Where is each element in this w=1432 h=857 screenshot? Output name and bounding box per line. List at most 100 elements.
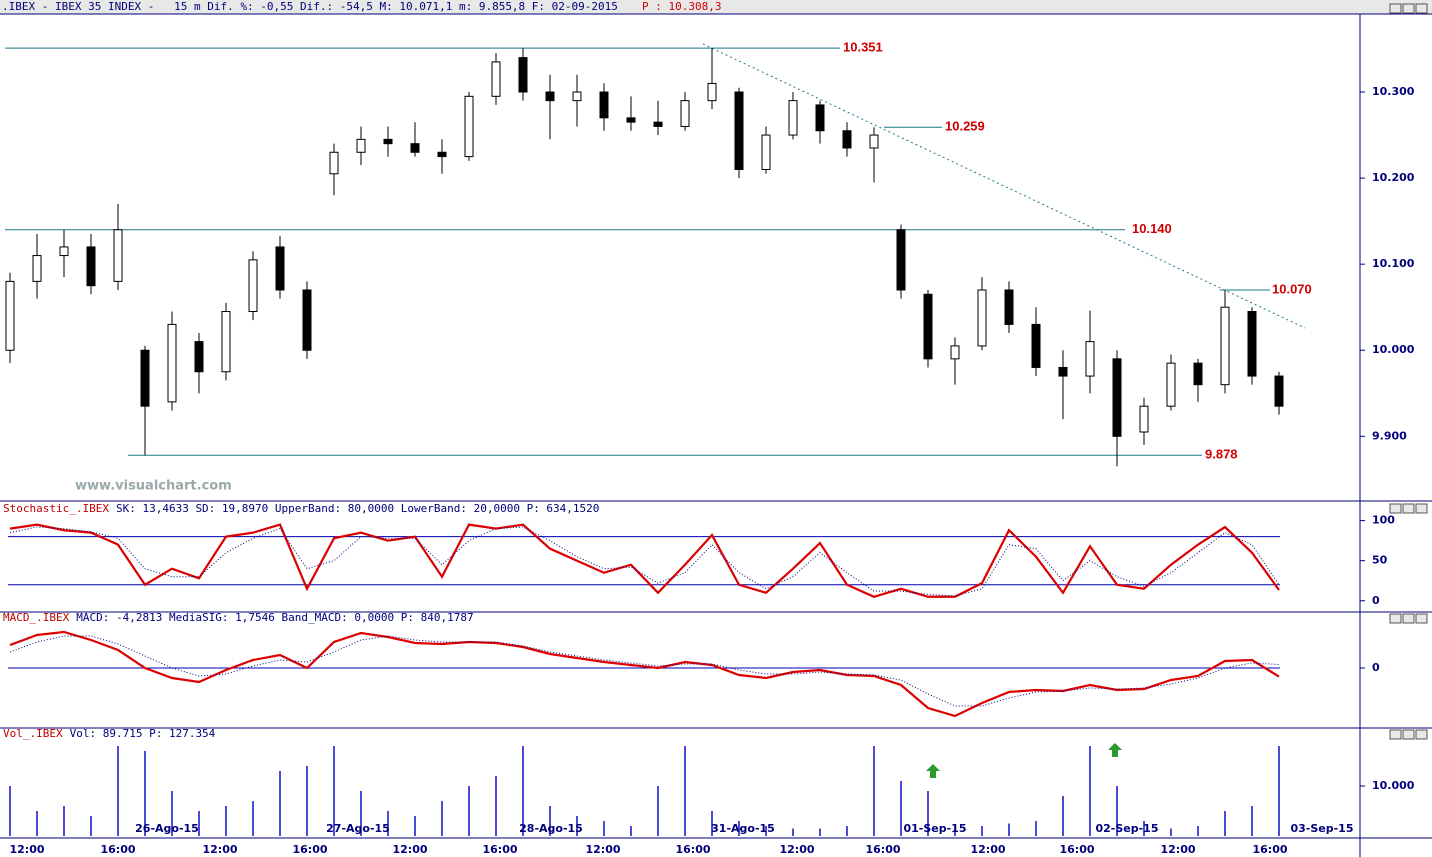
volume-bar [1251, 806, 1253, 836]
x-date-label: 26-Ago-15 [135, 822, 199, 835]
x-date-label: 02-Sep-15 [1095, 822, 1158, 835]
volume-bar [1143, 821, 1145, 836]
y-tick-label: 10.000 [1372, 779, 1415, 792]
candle-body [1247, 311, 1257, 377]
y-tick-label: 10.000 [1372, 343, 1415, 356]
series-line [9, 630, 1280, 718]
frame [0, 13, 1432, 857]
candle-body [518, 57, 528, 93]
volume-bar [792, 828, 794, 836]
volume-bar [1062, 796, 1064, 836]
header-bar [0, 0, 1432, 14]
candle-body [464, 95, 474, 158]
y-tick-label: 10.200 [1372, 171, 1415, 184]
level-label: 10.140 [1132, 221, 1172, 236]
series-line [9, 523, 1280, 598]
volume-bar [1197, 826, 1199, 836]
volume-bar [873, 746, 875, 836]
volume-bar [333, 746, 335, 836]
panel-legend: MACD: -4,2813 MediaSIG: 1,7546 Band_MACD… [76, 611, 473, 624]
y-tick-label: 0 [1372, 661, 1380, 674]
volume-bar [630, 826, 632, 836]
candle-body [1112, 358, 1122, 437]
candle-body [248, 259, 258, 313]
level-label: 10.070 [1272, 281, 1312, 296]
candle-body [923, 293, 933, 360]
x-time-label: 16:00 [1252, 843, 1287, 856]
candle-body [437, 151, 447, 158]
volume-bar [1116, 786, 1118, 836]
candle-body [545, 91, 555, 102]
x-time-label: 12:00 [202, 843, 237, 856]
candle-body [59, 246, 69, 257]
candle-body [626, 117, 636, 123]
volume-bar [441, 801, 443, 836]
trend-line [702, 43, 1306, 329]
x-date-label: 03-Sep-15 [1290, 822, 1353, 835]
candle-body [653, 121, 663, 127]
panel-legend: SK: 13,4633 SD: 19,8970 UpperBand: 80,00… [116, 502, 599, 515]
candle-body [1004, 289, 1014, 325]
candle-body [950, 345, 960, 360]
volume-bar [576, 816, 578, 836]
volume-bar [738, 821, 740, 836]
candle-body [356, 138, 366, 153]
volume-bar [684, 746, 686, 836]
candle-body [329, 151, 339, 175]
candle-body [842, 130, 852, 149]
level-label: 9.878 [1205, 447, 1238, 462]
volume-bar [252, 801, 254, 836]
candle-body [1274, 375, 1284, 407]
volume-bar [603, 821, 605, 836]
volume-bar [117, 746, 119, 836]
candle-body [815, 104, 825, 132]
header-title: .IBEX - IBEX 35 INDEX - 15 m Dif. %: -0,… [2, 0, 618, 13]
candle-body [1166, 362, 1176, 407]
volume-bar [225, 806, 227, 836]
candle-body [194, 341, 204, 373]
y-tick-label: 50 [1372, 554, 1388, 567]
volume-bar [765, 826, 767, 836]
volume-bar [900, 781, 902, 836]
volume-bar [657, 786, 659, 836]
x-time-label: 16:00 [675, 843, 710, 856]
volume-bar [1224, 811, 1226, 836]
candle-body [5, 280, 15, 351]
x-time-label: 16:00 [482, 843, 517, 856]
candle-body [734, 91, 744, 170]
volume-bar [279, 771, 281, 836]
candle-body [1193, 362, 1203, 386]
x-time-label: 12:00 [392, 843, 427, 856]
y-tick-label: 10.100 [1372, 257, 1415, 270]
candle-body [1085, 341, 1095, 377]
signal-arrows [926, 743, 1122, 778]
y-tick-label: 0 [1372, 594, 1380, 607]
candle-body [599, 91, 609, 119]
volume-bar [144, 751, 146, 836]
window-buttons[interactable] [1389, 3, 1428, 740]
candle-body [1139, 405, 1149, 433]
volume-bar [198, 811, 200, 836]
volume-bar [954, 826, 956, 836]
x-time-label: 12:00 [585, 843, 620, 856]
candle-body [788, 100, 798, 136]
x-date-label: 31-Ago-15 [711, 822, 775, 835]
level-label: 10.259 [945, 119, 985, 134]
panel-legend: Vol: 89.715 P: 127.354 [70, 727, 216, 740]
candle-body [572, 91, 582, 102]
candle-body [1031, 323, 1041, 368]
candle-body [167, 323, 177, 403]
x-time-label: 16:00 [100, 843, 135, 856]
candle-body [977, 289, 987, 347]
volume-bar [9, 786, 11, 836]
candle-body [140, 349, 150, 407]
volume-bar [387, 811, 389, 836]
volume-bar [171, 791, 173, 836]
x-time-label: 16:00 [1059, 843, 1094, 856]
x-date-label: 01-Sep-15 [903, 822, 966, 835]
watermark: www.visualchart.com [75, 479, 232, 494]
candle-body [32, 255, 42, 282]
candle-body [680, 100, 690, 127]
